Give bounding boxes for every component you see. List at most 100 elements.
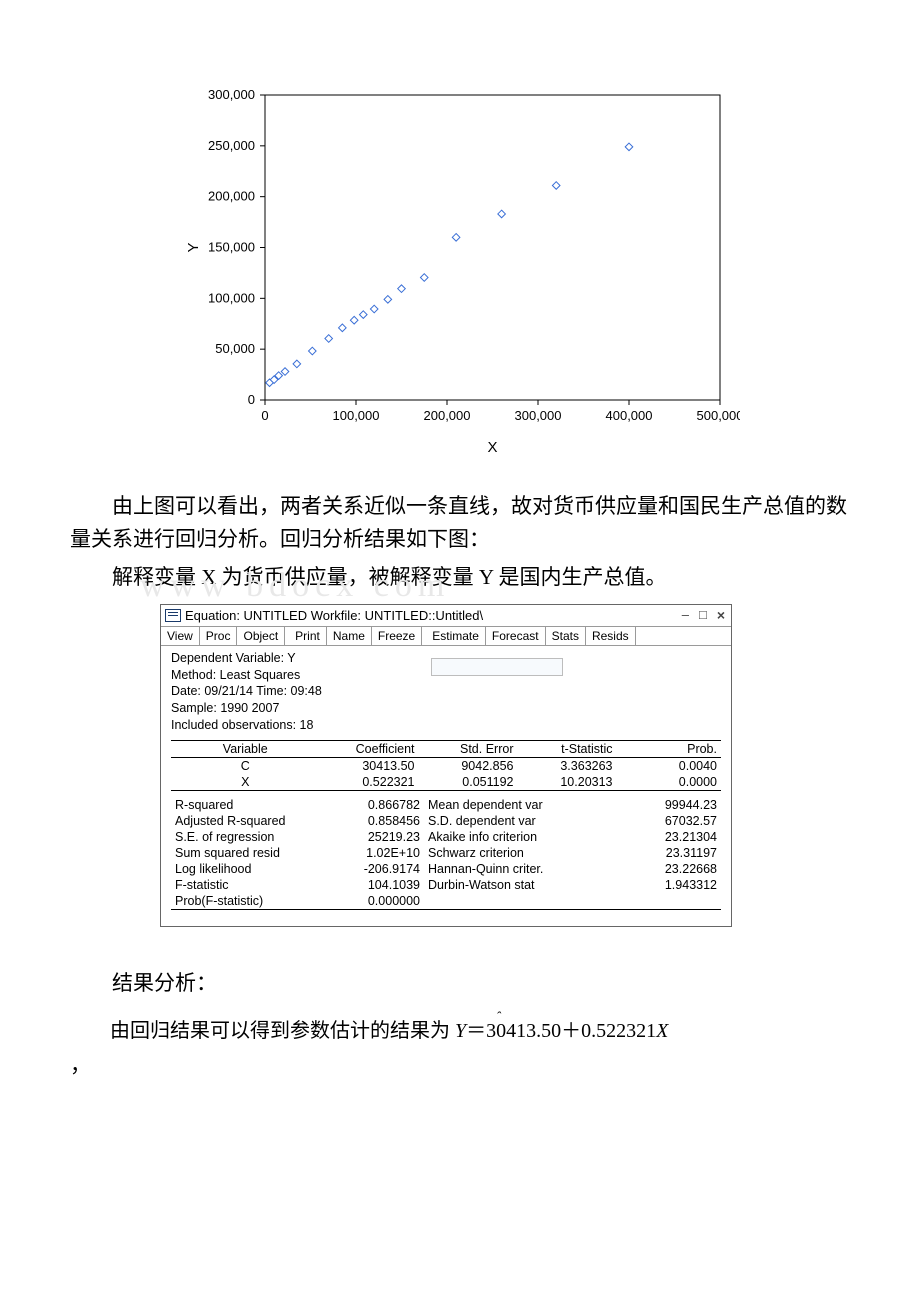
svg-text:300,000: 300,000: [515, 408, 562, 423]
stat-val-right: 99944.23: [611, 797, 721, 813]
coef-row: X0.5223210.05119210.203130.0000: [171, 774, 721, 791]
svg-text:250,000: 250,000: [208, 138, 255, 153]
col-stderror: Std. Error: [419, 741, 518, 758]
header-line: Dependent Variable: Y: [171, 650, 721, 667]
proc-button[interactable]: Proc: [200, 627, 238, 645]
scatter-chart: 0 50,000 100,000 150,000 200,000 250,000 300,0…: [180, 80, 740, 460]
svg-text:300,000: 300,000: [208, 87, 255, 102]
stat-val-right: [611, 893, 721, 910]
stat-name-right: S.D. dependent var: [424, 813, 611, 829]
freeze-button[interactable]: Freeze: [372, 627, 422, 645]
maximize-button[interactable]: □: [699, 608, 707, 622]
cell-p: 0.0000: [617, 774, 722, 791]
y-hat: ˆY: [455, 1020, 466, 1042]
eviews-toolbar: ViewProcObjectPrintNameFreezeEstimateFor…: [161, 626, 731, 646]
paragraph-2: 解释变量 X 为货币供应量，被解释变量 Y 是国内生产总值。: [70, 561, 850, 594]
minimize-button[interactable]: –: [682, 608, 689, 622]
equation-icon: [165, 609, 181, 622]
coefficient-table: Variable Coefficient Std. Error t-Statis…: [171, 740, 721, 791]
paragraph-1: 由上图可以看出，两者关系近似一条直线，故对货币供应量和国民生产总值的数量关系进行…: [70, 490, 850, 555]
resids-button[interactable]: Resids: [586, 627, 636, 645]
equation-line: 由回归结果可以得到参数估计的结果为 ˆY＝30413.50＋0.522321X: [70, 1014, 850, 1043]
header-line: Date: 09/21/14 Time: 09:48: [171, 683, 721, 700]
stat-name-right: [424, 893, 611, 910]
window-controls: – □ ×: [682, 608, 725, 622]
header-line: Sample: 1990 2007: [171, 700, 721, 717]
trailing-comma: ，: [70, 1049, 850, 1082]
estimate-button[interactable]: Estimate: [426, 627, 486, 645]
object-button[interactable]: Object: [237, 627, 285, 645]
stat-name-left: Log likelihood: [171, 861, 336, 877]
stats-button[interactable]: Stats: [546, 627, 586, 645]
stat-name-left: Sum squared resid: [171, 845, 336, 861]
stat-val-left: 104.1039: [336, 877, 424, 893]
stat-val-right: 23.31197: [611, 845, 721, 861]
header-line: Method: Least Squares: [171, 667, 721, 684]
forecast-button[interactable]: Forecast: [486, 627, 546, 645]
stats-row: Prob(F-statistic)0.000000: [171, 893, 721, 910]
stat-name-left: Prob(F-statistic): [171, 893, 336, 910]
svg-text:100,000: 100,000: [208, 290, 255, 305]
stat-val-right: 67032.57: [611, 813, 721, 829]
svg-text:400,000: 400,000: [606, 408, 653, 423]
stat-val-left: 0.858456: [336, 813, 424, 829]
eviews-body: Dependent Variable: YMethod: Least Squar…: [161, 646, 731, 926]
stat-val-left: 25219.23: [336, 829, 424, 845]
cell-t: 10.20313: [518, 774, 617, 791]
stat-name-right: Hannan-Quinn criter.: [424, 861, 611, 877]
result-heading: 结果分析：: [70, 967, 850, 1000]
stat-name-left: S.E. of regression: [171, 829, 336, 845]
coef-row: C30413.509042.8563.3632630.0040: [171, 758, 721, 774]
stats-row: F-statistic104.1039Durbin-Watson stat1.9…: [171, 877, 721, 893]
cell-coef: 30413.50: [320, 758, 419, 774]
stat-val-left: 0.866782: [336, 797, 424, 813]
svg-text:0: 0: [248, 392, 255, 407]
stat-name-right: Schwarz criterion: [424, 845, 611, 861]
col-tstat: t-Statistic: [518, 741, 617, 758]
stat-name-left: Adjusted R-squared: [171, 813, 336, 829]
close-button[interactable]: ×: [717, 608, 725, 622]
print-button[interactable]: Print: [289, 627, 327, 645]
stat-val-left: -206.9174: [336, 861, 424, 877]
svg-text:50,000: 50,000: [215, 341, 255, 356]
cell-t: 3.363263: [518, 758, 617, 774]
stats-row: R-squared0.866782Mean dependent var99944…: [171, 797, 721, 813]
svg-text:500,000: 500,000: [697, 408, 741, 423]
name-button[interactable]: Name: [327, 627, 372, 645]
stat-val-right: 1.943312: [611, 877, 721, 893]
svg-text:200,000: 200,000: [208, 189, 255, 204]
stats-row: Log likelihood-206.9174Hannan-Quinn crit…: [171, 861, 721, 877]
stat-val-left: 0.000000: [336, 893, 424, 910]
cell-se: 9042.856: [419, 758, 518, 774]
view-button[interactable]: View: [161, 627, 200, 645]
svg-text:0: 0: [261, 408, 268, 423]
svg-text:100,000: 100,000: [333, 408, 380, 423]
header-line: Included observations: 18: [171, 717, 721, 734]
eviews-window: Equation: UNTITLED Workfile: UNTITLED::U…: [160, 604, 732, 927]
stat-name-right: Durbin-Watson stat: [424, 877, 611, 893]
stats-row: Sum squared resid1.02E+10Schwarz criteri…: [171, 845, 721, 861]
stat-val-right: 23.21304: [611, 829, 721, 845]
cell-variable: X: [171, 774, 320, 791]
stat-name-left: F-statistic: [171, 877, 336, 893]
cell-p: 0.0040: [617, 758, 722, 774]
svg-text:X: X: [487, 439, 497, 456]
stat-name-right: Mean dependent var: [424, 797, 611, 813]
col-prob: Prob.: [617, 741, 722, 758]
eviews-header-lines: Dependent Variable: YMethod: Least Squar…: [171, 650, 721, 734]
cell-coef: 0.522321: [320, 774, 419, 791]
cell-se: 0.051192: [419, 774, 518, 791]
svg-text:150,000: 150,000: [208, 240, 255, 255]
stats-row: Adjusted R-squared0.858456S.D. dependent…: [171, 813, 721, 829]
equation-x: X: [656, 1020, 668, 1042]
stats-row: S.E. of regression25219.23Akaike info cr…: [171, 829, 721, 845]
svg-text:Y: Y: [185, 242, 202, 252]
stat-val-left: 1.02E+10: [336, 845, 424, 861]
stat-val-right: 23.22668: [611, 861, 721, 877]
stat-name-left: R-squared: [171, 797, 336, 813]
scatter-svg: 0 50,000 100,000 150,000 200,000 250,000 300,0…: [180, 80, 740, 460]
stat-name-right: Akaike info criterion: [424, 829, 611, 845]
window-titlebar: Equation: UNTITLED Workfile: UNTITLED::U…: [161, 605, 731, 626]
col-coefficient: Coefficient: [320, 741, 419, 758]
cell-variable: C: [171, 758, 320, 774]
